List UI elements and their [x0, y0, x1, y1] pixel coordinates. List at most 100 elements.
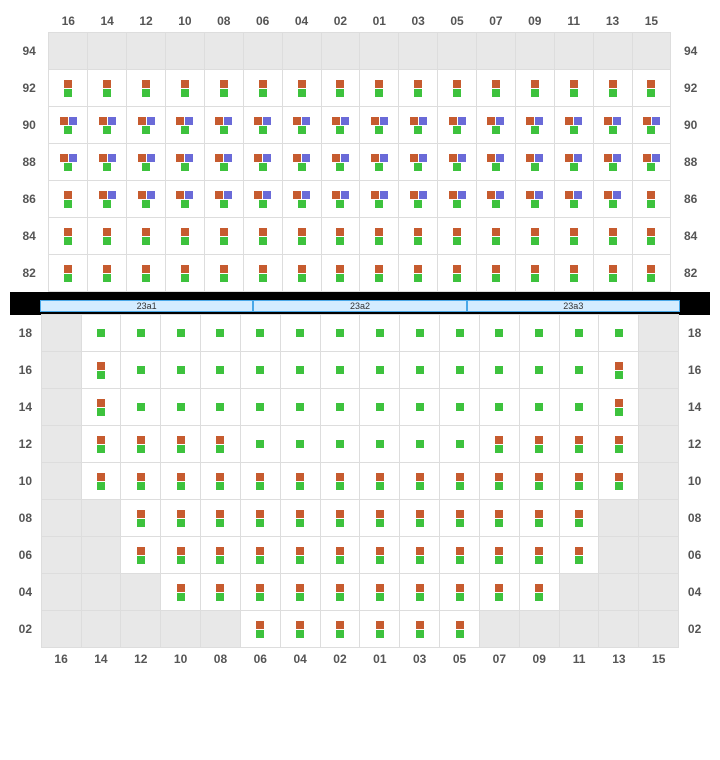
- row-label: 18: [10, 315, 41, 352]
- rack-cell: [166, 70, 205, 107]
- rack-cell: [161, 574, 201, 611]
- col-label: 06: [240, 648, 280, 671]
- rack-cell: [360, 255, 399, 292]
- rack-cell: [399, 218, 438, 255]
- row-label: 08: [679, 500, 710, 537]
- rack-cell: [593, 218, 632, 255]
- rack-cell: [320, 574, 360, 611]
- rack-cell: [438, 218, 477, 255]
- rack-cell: [321, 70, 360, 107]
- rack-cell: [49, 144, 88, 181]
- divider-bar: 23a123a223a3: [10, 298, 710, 314]
- rack-cell: [161, 389, 201, 426]
- rack-cell: [320, 500, 360, 537]
- rack-cell: [49, 33, 88, 70]
- col-label: 03: [400, 648, 440, 671]
- rack-cell: [360, 426, 400, 463]
- rack-cell: [515, 70, 554, 107]
- col-label: 12: [127, 10, 166, 33]
- rack-cell: [599, 500, 639, 537]
- row-label: 94: [10, 33, 49, 70]
- rack-cell: [161, 426, 201, 463]
- rack-cell: [639, 315, 679, 352]
- rack-cell: [399, 144, 438, 181]
- rack-cell: [360, 218, 399, 255]
- col-label: 06: [243, 10, 282, 33]
- rack-cell: [49, 70, 88, 107]
- col-label: 14: [81, 648, 121, 671]
- row-label: 16: [679, 352, 710, 389]
- rack-cell: [88, 218, 127, 255]
- rack-cell: [515, 181, 554, 218]
- rack-cell: [320, 352, 360, 389]
- rack-cell: [400, 611, 440, 648]
- rack-cell: [559, 537, 599, 574]
- rack-cell: [204, 70, 243, 107]
- rack-cell: [41, 463, 81, 500]
- rack-cell: [360, 107, 399, 144]
- rack-cell: [161, 537, 201, 574]
- rack-cell: [639, 611, 679, 648]
- row-label: 92: [10, 70, 49, 107]
- rack-cell: [280, 611, 320, 648]
- rack-cell: [88, 33, 127, 70]
- rack-cell: [204, 255, 243, 292]
- row-label: 02: [679, 611, 710, 648]
- rack-cell: [632, 144, 671, 181]
- rack-cell: [201, 537, 241, 574]
- rack-cell: [554, 144, 593, 181]
- col-label: 01: [360, 648, 400, 671]
- rack-cell: [161, 463, 201, 500]
- rack-cell: [477, 70, 516, 107]
- row-label: 90: [10, 107, 49, 144]
- row-label: 12: [10, 426, 41, 463]
- rack-cell: [240, 352, 280, 389]
- rack-cell: [161, 315, 201, 352]
- col-label: 05: [440, 648, 480, 671]
- rack-cell: [81, 611, 121, 648]
- rack-cell: [479, 500, 519, 537]
- rack-cell: [240, 537, 280, 574]
- rack-cell: [479, 537, 519, 574]
- row-label: 82: [671, 255, 710, 292]
- rack-diagram: 16141210080604020103050709111315 9494929…: [10, 10, 710, 670]
- rack-cell: [41, 426, 81, 463]
- rack-cell: [88, 70, 127, 107]
- rack-cell: [243, 255, 282, 292]
- row-label: 16: [10, 352, 41, 389]
- rack-cell: [519, 352, 559, 389]
- row-label: 04: [10, 574, 41, 611]
- col-label: 02: [320, 648, 360, 671]
- col-label: 07: [479, 648, 519, 671]
- rack-cell: [41, 352, 81, 389]
- rack-cell: [240, 574, 280, 611]
- rack-cell: [438, 144, 477, 181]
- rack-cell: [639, 426, 679, 463]
- rack-cell: [632, 218, 671, 255]
- rack-cell: [519, 426, 559, 463]
- rack-cell: [479, 574, 519, 611]
- rack-cell: [554, 181, 593, 218]
- rack-cell: [166, 218, 205, 255]
- rack-cell: [599, 537, 639, 574]
- rack-cell: [320, 463, 360, 500]
- rack-cell: [400, 574, 440, 611]
- rack-cell: [477, 255, 516, 292]
- rack-cell: [438, 181, 477, 218]
- rack-cell: [559, 574, 599, 611]
- rack-cell: [41, 389, 81, 426]
- col-label: 03: [399, 10, 438, 33]
- rack-cell: [440, 463, 480, 500]
- rack-cell: [127, 33, 166, 70]
- rack-cell: [321, 218, 360, 255]
- rack-cell: [282, 107, 321, 144]
- row-label: 12: [679, 426, 710, 463]
- col-label: 09: [515, 10, 554, 33]
- rack-cell: [599, 315, 639, 352]
- rack-cell: [321, 181, 360, 218]
- rack-cell: [121, 500, 161, 537]
- rack-cell: [280, 537, 320, 574]
- rack-cell: [593, 181, 632, 218]
- rack-cell: [127, 70, 166, 107]
- row-label: 86: [10, 181, 49, 218]
